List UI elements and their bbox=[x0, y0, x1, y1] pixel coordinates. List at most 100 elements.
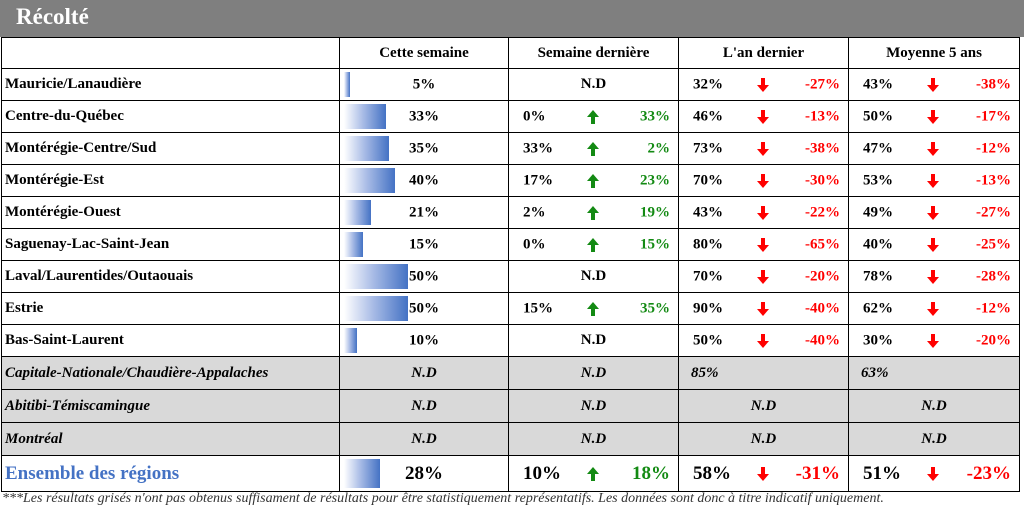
base-value: 50% bbox=[693, 332, 723, 348]
delta-value: -12% bbox=[976, 140, 1011, 156]
moyenne-5-ans-cell: 40% -25% bbox=[848, 228, 1020, 261]
semaine-derniere-cell: 10% 18% bbox=[508, 455, 679, 492]
progress-bar bbox=[344, 104, 386, 129]
arrow-up-icon bbox=[587, 109, 599, 124]
base-value: 40% bbox=[863, 236, 893, 252]
cette-semaine-cell: 5% bbox=[339, 68, 509, 101]
cette-semaine-nd: N.D bbox=[339, 422, 509, 456]
delta-value: -20% bbox=[976, 332, 1011, 348]
moyenne-5-ans-cell-inner: 43% -38% bbox=[849, 69, 1019, 100]
progress-bar bbox=[344, 72, 350, 97]
arrow-down-icon bbox=[927, 301, 939, 316]
moyenne-5-ans-cell: 53% -13% bbox=[848, 164, 1020, 197]
moyenne-5-ans-cell-inner: 51% -23% bbox=[849, 456, 1019, 491]
an-dernier-cell-inner: 70% -20% bbox=[679, 261, 848, 292]
arrow-down-icon bbox=[757, 237, 769, 252]
moyenne-5-ans-cell-inner: 62% -12% bbox=[849, 293, 1019, 324]
header-semaine-derniere: Semaine dernière bbox=[508, 37, 679, 69]
cette-semaine-value: 50% bbox=[409, 268, 439, 284]
cette-semaine-value: 28% bbox=[405, 462, 443, 484]
base-value: 30% bbox=[863, 332, 893, 348]
delta-value: -17% bbox=[976, 108, 1011, 124]
moyenne-5-ans-cell-inner: 53% -13% bbox=[849, 165, 1019, 196]
cette-semaine-value: 40% bbox=[409, 172, 439, 188]
base-value: 10% bbox=[523, 462, 561, 484]
header-cette-semaine: Cette semaine bbox=[339, 37, 509, 69]
an-dernier-cell-inner: 32% -27% bbox=[679, 69, 848, 100]
region-name: Bas-Saint-Laurent bbox=[1, 324, 340, 357]
region-name: Montérégie-Ouest bbox=[1, 196, 340, 229]
arrow-down-icon bbox=[757, 173, 769, 188]
an-dernier-cell-inner: 90% -40% bbox=[679, 293, 848, 324]
semaine-derniere-cell-inner: 15% 35% bbox=[509, 293, 678, 324]
moyenne-5-ans-value: N.D bbox=[848, 422, 1020, 456]
semaine-derniere-nd: N.D bbox=[508, 389, 679, 423]
arrow-down-icon bbox=[927, 109, 939, 124]
delta-value: -13% bbox=[805, 108, 840, 124]
an-dernier-value: N.D bbox=[678, 422, 849, 456]
base-value: 73% bbox=[693, 140, 723, 156]
region-name: Montérégie-Est bbox=[1, 164, 340, 197]
delta-value: 19% bbox=[640, 204, 670, 220]
moyenne-5-ans-value: 63% bbox=[848, 356, 1020, 390]
semaine-derniere-cell: 0% 15% bbox=[508, 228, 679, 261]
moyenne-5-ans-cell: 43% -38% bbox=[848, 68, 1020, 101]
arrow-down-icon bbox=[927, 333, 939, 348]
cette-semaine-cell: 50% bbox=[339, 260, 509, 293]
progress-bar bbox=[344, 296, 408, 321]
region-name: Centre-du-Québec bbox=[1, 100, 340, 133]
table-row-grey: Montréal N.D N.D N.D N.D bbox=[1, 422, 1020, 456]
base-value: 0% bbox=[523, 236, 546, 252]
moyenne-5-ans-cell-inner: 78% -28% bbox=[849, 261, 1019, 292]
arrow-down-icon bbox=[757, 205, 769, 220]
delta-value: -20% bbox=[805, 268, 840, 284]
total-label: Ensemble des régions bbox=[1, 455, 340, 492]
region-name: Abitibi-Témiscamingue bbox=[1, 389, 340, 423]
delta-value: -22% bbox=[805, 204, 840, 220]
arrow-down-icon bbox=[927, 173, 939, 188]
delta-value: 33% bbox=[640, 108, 670, 124]
semaine-derniere-nd: N.D bbox=[508, 356, 679, 390]
an-dernier-cell-inner: 58% -31% bbox=[679, 456, 848, 491]
base-value: 32% bbox=[693, 76, 723, 92]
region-name: Estrie bbox=[1, 292, 340, 325]
base-value: 80% bbox=[693, 236, 723, 252]
delta-value: -30% bbox=[805, 172, 840, 188]
progress-bar bbox=[344, 264, 408, 289]
an-dernier-cell: 58% -31% bbox=[678, 455, 849, 492]
cette-semaine-cell: 33% bbox=[339, 100, 509, 133]
base-value: 43% bbox=[693, 204, 723, 220]
base-value: 78% bbox=[863, 268, 893, 284]
semaine-derniere-cell-inner: 0% 33% bbox=[509, 101, 678, 132]
progress-bar bbox=[344, 168, 395, 193]
cette-semaine-nd: N.D bbox=[339, 356, 509, 390]
arrow-down-icon bbox=[757, 141, 769, 156]
delta-value: -25% bbox=[976, 236, 1011, 252]
delta-value: 18% bbox=[632, 462, 670, 484]
cette-semaine-value: 15% bbox=[409, 236, 439, 252]
semaine-derniere-cell: 2% 19% bbox=[508, 196, 679, 229]
table-body: Cette semaine Semaine dernière L'an dern… bbox=[1, 37, 1020, 492]
table-row: Bas-Saint-Laurent 10% N.D 50% -40% 30% -20% bbox=[1, 324, 1020, 357]
semaine-derniere-nd: N.D bbox=[508, 422, 679, 456]
region-name: Mauricie/Lanaudière bbox=[1, 68, 340, 101]
region-name: Montréal bbox=[1, 422, 340, 456]
arrow-down-icon bbox=[927, 269, 939, 284]
cette-semaine-cell: 15% bbox=[339, 228, 509, 261]
table-row: Mauricie/Lanaudière 5% N.D 32% -27% 43% -38% bbox=[1, 68, 1020, 101]
cette-semaine-nd: N.D bbox=[339, 389, 509, 423]
arrow-down-icon bbox=[757, 269, 769, 284]
cette-semaine-value: 5% bbox=[412, 76, 436, 92]
header-moyenne-5-ans: Moyenne 5 ans bbox=[848, 37, 1020, 69]
an-dernier-cell: 50% -40% bbox=[678, 324, 849, 357]
moyenne-5-ans-cell: 50% -17% bbox=[848, 100, 1020, 133]
moyenne-5-ans-cell: 78% -28% bbox=[848, 260, 1020, 293]
cette-semaine-value: 21% bbox=[409, 204, 439, 220]
header-an-dernier: L'an dernier bbox=[678, 37, 849, 69]
delta-value: -40% bbox=[805, 300, 840, 316]
delta-value: 23% bbox=[640, 172, 670, 188]
table-row: Laval/Laurentides/Outaouais 50% N.D 70% -20%… bbox=[1, 260, 1020, 293]
table-row: Montérégie-Ouest 21% 2% 19% 43% -22% 49% -27% bbox=[1, 196, 1020, 229]
page-title: Récolté bbox=[16, 4, 89, 29]
an-dernier-cell: 32% -27% bbox=[678, 68, 849, 101]
